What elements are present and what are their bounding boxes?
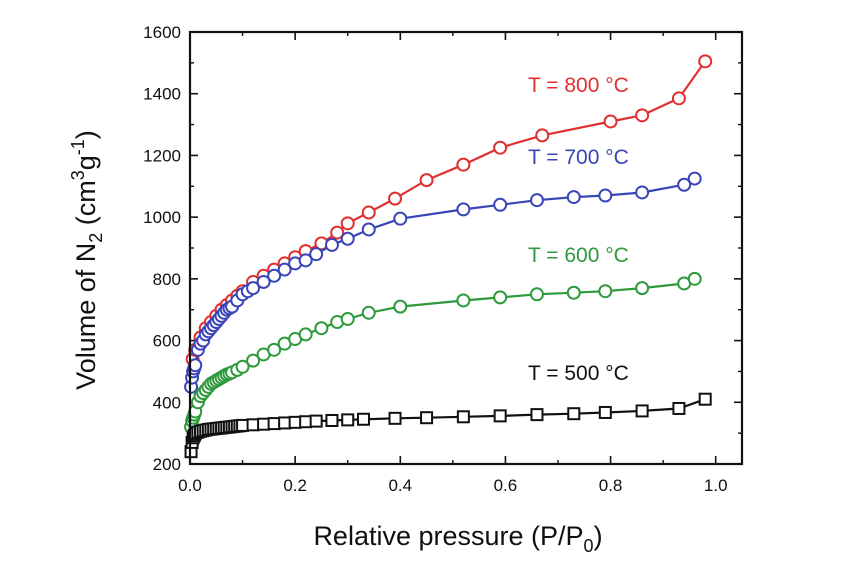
- y-tick-label: 1000: [143, 208, 181, 227]
- plot-frame: [188, 30, 744, 466]
- data-point: [598, 188, 613, 203]
- series-label: T = 700 °C: [528, 146, 629, 169]
- data-point: [246, 353, 261, 368]
- data-point: [330, 225, 345, 240]
- data-point: [493, 409, 507, 423]
- data-point: [456, 410, 470, 424]
- data-point: [530, 408, 544, 422]
- data-point: [698, 54, 713, 69]
- series-label: T = 500 °C: [528, 362, 629, 385]
- data-point: [603, 114, 618, 129]
- series-line: [191, 60, 707, 360]
- x-tick-label: 1.0: [704, 476, 728, 495]
- data-point: [267, 342, 282, 357]
- data-point: [246, 418, 260, 432]
- data-point: [309, 414, 323, 428]
- data-point: [635, 404, 649, 418]
- data-point: [278, 416, 292, 430]
- data-point: [566, 285, 581, 300]
- data-point: [671, 91, 686, 106]
- y-tick-label: 1600: [143, 23, 181, 42]
- data-point: [493, 197, 508, 212]
- data-point: [361, 305, 376, 320]
- data-point: [535, 128, 550, 143]
- data-point: [325, 413, 339, 427]
- data-point: [314, 321, 329, 336]
- data-point: [356, 412, 370, 426]
- data-point: [324, 237, 339, 252]
- data-point: [298, 327, 313, 342]
- data-point: [267, 417, 281, 431]
- data-point: [567, 407, 581, 421]
- data-point: [456, 157, 471, 172]
- data-point: [361, 205, 376, 220]
- data-point: [309, 247, 324, 262]
- data-point: [256, 274, 271, 289]
- y-tick-label: 1400: [143, 85, 181, 104]
- data-point: [635, 185, 650, 200]
- plot-layer: 0.0 0.2 0.4 0.6 0.8 1.0 200 400 600 800 1000 1200 14…: [143, 23, 744, 495]
- data-point: [529, 287, 544, 302]
- data-point: [420, 411, 434, 425]
- data-point: [340, 216, 355, 231]
- y-tick-label: 200: [153, 455, 181, 474]
- data-point: [493, 290, 508, 305]
- x-tick-label: 0.2: [283, 476, 307, 495]
- data-point: [456, 202, 471, 217]
- data-point: [277, 262, 292, 277]
- data-point: [529, 193, 544, 208]
- x-tick-label: 0.0: [178, 476, 202, 495]
- data-point: [299, 415, 313, 429]
- data-point: [341, 413, 355, 427]
- data-point: [267, 268, 282, 283]
- y-tick-label: 600: [153, 332, 181, 351]
- y-tick-label: 1200: [143, 146, 181, 165]
- data-point: [257, 417, 271, 431]
- data-point: [340, 311, 355, 326]
- data-point: [456, 293, 471, 308]
- x-axis-title: Relative pressure (P/P0): [313, 521, 602, 556]
- series-label: T = 600 °C: [528, 244, 629, 267]
- data-point: [672, 401, 686, 415]
- y-tick-label: 400: [153, 393, 181, 412]
- data-point: [388, 411, 402, 425]
- data-point: [493, 140, 508, 155]
- data-point: [635, 108, 650, 123]
- data-point: [340, 231, 355, 246]
- series-label: T = 800 °C: [528, 74, 629, 97]
- x-tick-label: 0.8: [599, 476, 623, 495]
- data-point: [288, 415, 302, 429]
- y-axis-title: Volume of N2 (cm3g-1): [68, 130, 106, 390]
- data-point: [698, 392, 712, 406]
- data-point: [393, 211, 408, 226]
- data-point: [236, 418, 250, 432]
- data-point: [677, 177, 692, 192]
- data-point: [419, 173, 434, 188]
- data-point: [687, 271, 702, 286]
- x-tick-label: 0.4: [388, 476, 412, 495]
- data-point: [246, 281, 261, 296]
- x-tick-label: 0.6: [494, 476, 518, 495]
- data-point: [393, 299, 408, 314]
- data-point: [388, 191, 403, 206]
- data-point: [235, 359, 250, 374]
- data-point: [598, 405, 612, 419]
- data-point: [361, 222, 376, 237]
- data-point: [566, 190, 581, 205]
- data-point: [298, 253, 313, 268]
- data-point: [635, 281, 650, 296]
- data-point: [598, 284, 613, 299]
- data-point: [687, 171, 702, 186]
- y-tick-label: 800: [153, 270, 181, 289]
